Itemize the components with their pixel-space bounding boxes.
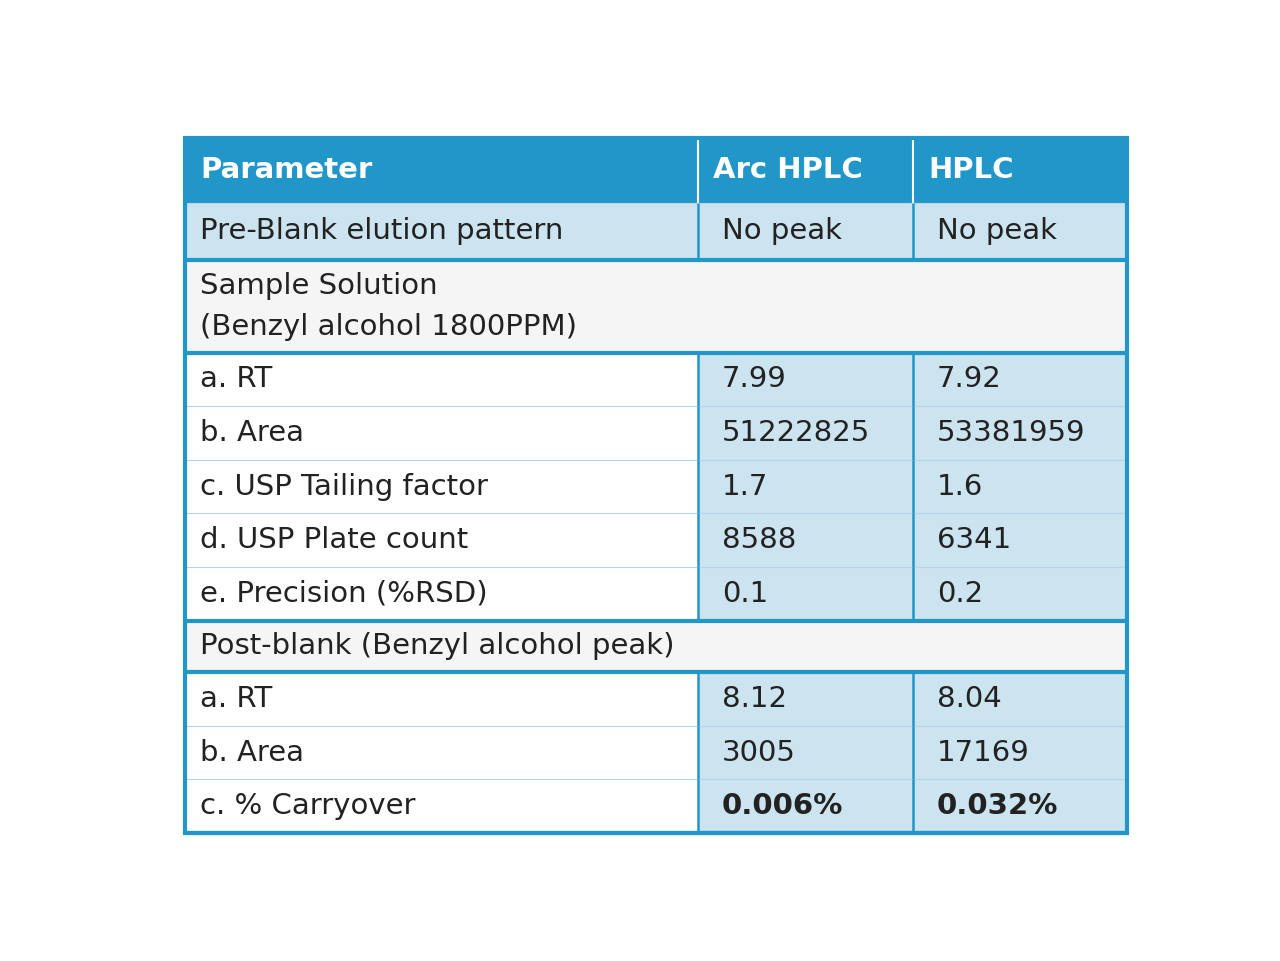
Bar	[913, 779, 1128, 833]
Bar	[699, 779, 913, 833]
Text: 8588: 8588	[722, 527, 796, 554]
Bar	[913, 673, 1128, 726]
Bar	[913, 567, 1128, 621]
Bar	[913, 203, 1128, 259]
Text: HPLC: HPLC	[928, 157, 1014, 185]
Bar	[913, 353, 1128, 407]
Bar	[184, 203, 699, 259]
Text: Arc HPLC: Arc HPLC	[713, 157, 863, 185]
Bar	[184, 460, 699, 513]
Text: Parameter: Parameter	[200, 157, 372, 185]
Bar	[184, 779, 699, 833]
Text: 7.99: 7.99	[722, 365, 787, 393]
Bar	[184, 259, 1128, 353]
Text: 8.12: 8.12	[722, 685, 787, 713]
Bar	[913, 726, 1128, 779]
Text: d. USP Plate count: d. USP Plate count	[200, 527, 468, 554]
Bar	[699, 673, 913, 726]
Text: 0.006%: 0.006%	[722, 792, 844, 821]
Text: 53381959: 53381959	[937, 419, 1085, 447]
Text: 51222825: 51222825	[722, 419, 870, 447]
Text: Pre-Blank elution pattern: Pre-Blank elution pattern	[200, 217, 563, 245]
Text: Post-blank (Benzyl alcohol peak): Post-blank (Benzyl alcohol peak)	[200, 632, 675, 660]
Text: 3005: 3005	[722, 739, 796, 767]
Text: Sample Solution
(Benzyl alcohol 1800PPM): Sample Solution (Benzyl alcohol 1800PPM)	[200, 272, 577, 341]
Bar	[913, 460, 1128, 513]
Bar	[699, 353, 913, 407]
Text: 0.1: 0.1	[722, 579, 768, 608]
Text: c. USP Tailing factor: c. USP Tailing factor	[200, 473, 488, 501]
Text: a. RT: a. RT	[200, 365, 273, 393]
Text: c. % Carryover: c. % Carryover	[200, 792, 416, 821]
Bar	[913, 513, 1128, 567]
Text: 1.7: 1.7	[722, 473, 768, 501]
Bar	[184, 353, 699, 407]
Text: 8.04: 8.04	[937, 685, 1001, 713]
Text: b. Area: b. Area	[200, 419, 303, 447]
Text: 6341: 6341	[937, 527, 1011, 554]
Bar	[699, 513, 913, 567]
Bar	[184, 407, 699, 460]
Text: 0.2: 0.2	[937, 579, 983, 608]
Bar	[184, 137, 1128, 203]
Bar	[699, 726, 913, 779]
Text: 0.032%: 0.032%	[937, 792, 1059, 821]
Text: No peak: No peak	[937, 217, 1057, 245]
Text: b. Area: b. Area	[200, 739, 303, 767]
Text: No peak: No peak	[722, 217, 842, 245]
Bar	[699, 203, 913, 259]
Bar	[184, 567, 699, 621]
Bar	[699, 567, 913, 621]
Text: 1.6: 1.6	[937, 473, 983, 501]
Bar	[913, 407, 1128, 460]
Bar	[184, 673, 699, 726]
Bar	[184, 513, 699, 567]
Bar	[699, 407, 913, 460]
Bar	[184, 726, 699, 779]
Bar	[699, 460, 913, 513]
Text: 7.92: 7.92	[937, 365, 1001, 393]
Text: 17169: 17169	[937, 739, 1029, 767]
Text: e. Precision (%RSD): e. Precision (%RSD)	[200, 579, 488, 608]
Bar	[184, 621, 1128, 673]
Text: a. RT: a. RT	[200, 685, 273, 713]
